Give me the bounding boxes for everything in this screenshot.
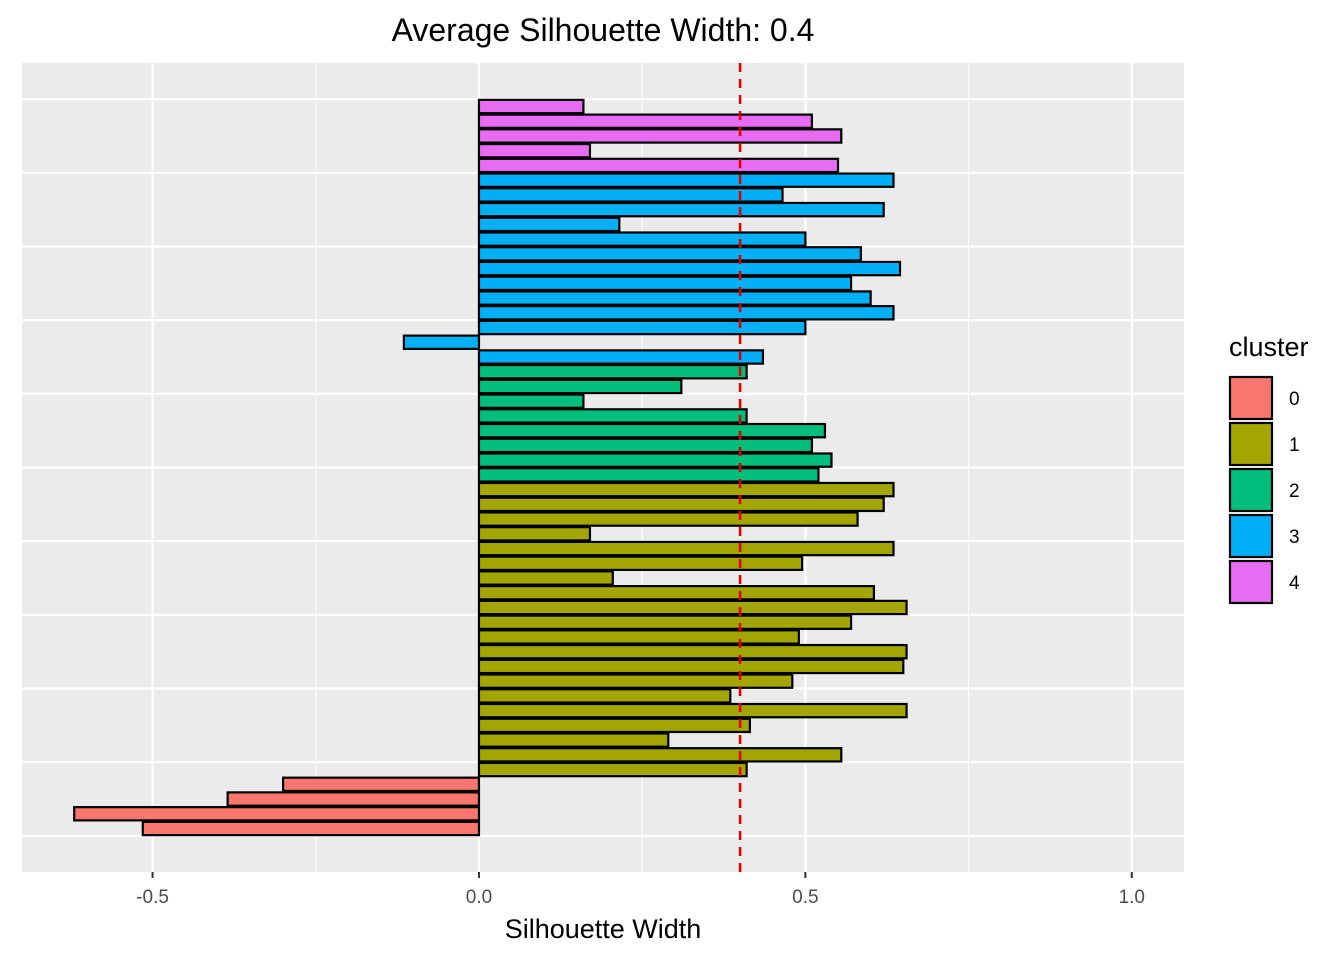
bar-cluster-1 <box>477 732 670 748</box>
bar-cluster-1 <box>477 570 614 586</box>
bar-cluster-4 <box>477 128 843 144</box>
bar-cluster-1 <box>477 643 908 660</box>
bar-cluster-2 <box>477 378 683 395</box>
bar-cluster-3 <box>477 172 895 188</box>
legend-label: 4 <box>1289 573 1300 594</box>
bar-cluster-1 <box>477 688 732 704</box>
bar-cluster-1 <box>477 614 853 630</box>
bar-cluster-3 <box>477 216 621 233</box>
bar-cluster-4 <box>477 113 813 129</box>
bar-cluster-1 <box>477 481 895 498</box>
bar-cluster-2 <box>477 408 748 424</box>
bar-cluster-1 <box>477 511 859 527</box>
legend-key-4 <box>1228 559 1274 605</box>
bar-cluster-1 <box>477 540 895 557</box>
legend-key-2 <box>1228 467 1274 513</box>
bars <box>73 98 908 837</box>
x-tick-label: 1.0 <box>1119 887 1145 908</box>
bar-cluster-1 <box>477 702 908 719</box>
bar-cluster-1 <box>477 747 843 763</box>
bar-cluster-0 <box>282 776 481 793</box>
bar-cluster-0 <box>226 791 481 807</box>
bar-cluster-2 <box>477 393 585 409</box>
bar-cluster-2 <box>477 422 827 439</box>
legend-label: 1 <box>1289 435 1300 456</box>
bar-cluster-3 <box>477 231 807 247</box>
bar-cluster-1 <box>477 629 800 645</box>
bar-cluster-1 <box>477 555 804 572</box>
x-tick-label: 0.0 <box>466 887 492 908</box>
x-tick-label: 0.5 <box>792 887 818 908</box>
bar-cluster-3 <box>477 319 807 336</box>
bar-cluster-3 <box>402 334 481 350</box>
bar-cluster-3 <box>477 290 872 306</box>
bar-cluster-1 <box>477 673 794 689</box>
bar-cluster-4 <box>477 157 840 174</box>
bar-cluster-3 <box>477 260 902 277</box>
bar-cluster-1 <box>477 761 748 778</box>
bar-cluster-1 <box>477 526 592 542</box>
bar-cluster-1 <box>477 585 876 601</box>
bar-cluster-2 <box>477 363 748 380</box>
bar-cluster-1 <box>477 717 751 734</box>
chart-title: Average Silhouette Width: 0.4 <box>392 12 815 48</box>
bar-cluster-1 <box>477 599 908 616</box>
legend-key-3 <box>1228 513 1274 559</box>
legend-key-0 <box>1228 375 1274 421</box>
x-tick-label: -0.5 <box>136 887 169 908</box>
bar-cluster-1 <box>477 496 885 513</box>
legend: cluster 0 1 2 3 4 <box>1228 332 1309 605</box>
x-axis-title: Silhouette Width <box>505 914 702 944</box>
bar-cluster-3 <box>477 275 853 292</box>
bar-cluster-3 <box>477 305 895 321</box>
bar-cluster-4 <box>477 142 592 159</box>
legend-label: 2 <box>1289 481 1300 502</box>
legend-label: 0 <box>1289 389 1300 410</box>
bar-cluster-3 <box>477 201 885 218</box>
bar-cluster-2 <box>477 452 833 468</box>
legend-key-1 <box>1228 421 1274 467</box>
bar-cluster-3 <box>477 187 784 203</box>
bar-cluster-0 <box>73 806 481 822</box>
x-axis-ticks: -0.5 0.0 0.5 1.0 <box>136 872 1145 908</box>
bar-cluster-3 <box>477 349 765 365</box>
legend-title: cluster <box>1229 332 1309 362</box>
bar-cluster-2 <box>477 437 813 454</box>
bar-cluster-1 <box>477 658 905 675</box>
bar-cluster-2 <box>477 467 820 483</box>
legend-label: 3 <box>1289 527 1300 548</box>
bar-cluster-3 <box>477 246 862 262</box>
bar-cluster-4 <box>477 98 585 115</box>
bar-cluster-0 <box>141 820 481 837</box>
